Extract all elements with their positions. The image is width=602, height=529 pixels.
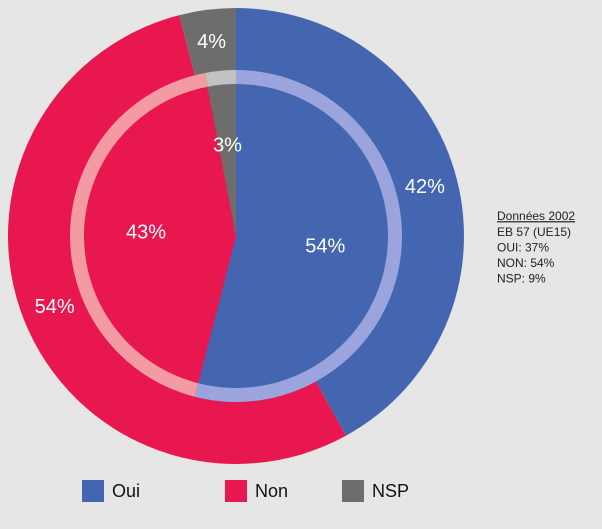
legend-swatch [342,480,364,502]
legend-swatch [82,480,104,502]
pie-slice [194,70,403,403]
data-label: 54% [305,236,345,258]
legend-swatch [225,480,247,502]
data-label: 43% [126,221,166,243]
ring-highlight [70,72,208,397]
data-label: 3% [213,135,242,157]
data-label: 42% [405,176,445,198]
pie-slice [204,70,236,236]
annotation: NON: 54% [497,256,555,270]
legend-label: Oui [112,481,140,501]
annotation: EB 57 (UE15) [497,225,571,239]
legend-label: Non [255,481,288,501]
ring-highlight [204,70,236,87]
data-label: 4% [197,31,226,53]
annotation: Données 2002 [497,209,575,223]
pie-slice [70,72,236,397]
legend-label: NSP [372,481,409,501]
data-label: 54% [35,296,75,318]
annotation: OUI: 37% [497,240,549,254]
annotation: NSP: 9% [497,272,546,286]
